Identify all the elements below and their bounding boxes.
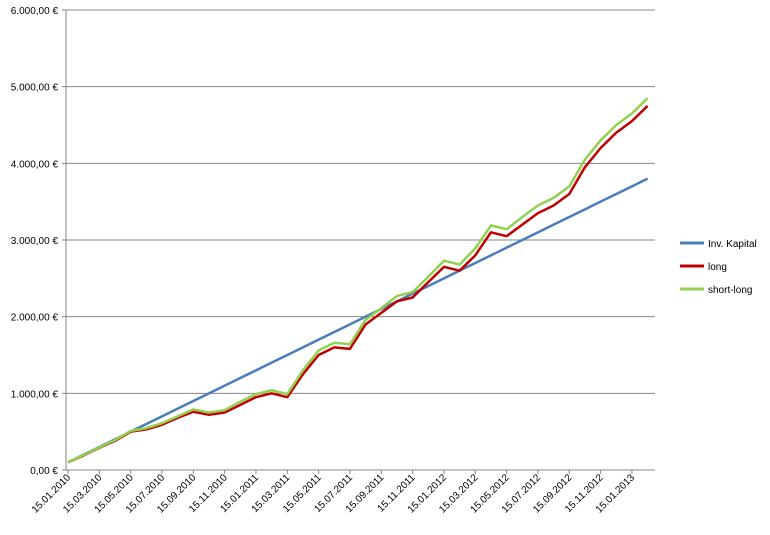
y-tick-label: 6.000,00 € (11, 6, 59, 17)
legend-label: Inv. Kapital (708, 239, 757, 250)
legend-label: long (708, 262, 727, 273)
series-line (67, 104, 649, 464)
y-tick-label: 5.000,00 € (11, 83, 59, 94)
series-line (67, 97, 649, 464)
y-tick-label: 1.000,00 € (11, 389, 59, 400)
legend-label: short-long (708, 285, 752, 296)
y-tick-label: 2.000,00 € (11, 313, 59, 324)
y-tick-label: 3.000,00 € (11, 236, 59, 247)
series-line (67, 177, 649, 464)
y-tick-label: 0,00 € (30, 466, 58, 477)
y-tick-label: 4.000,00 € (11, 159, 59, 170)
